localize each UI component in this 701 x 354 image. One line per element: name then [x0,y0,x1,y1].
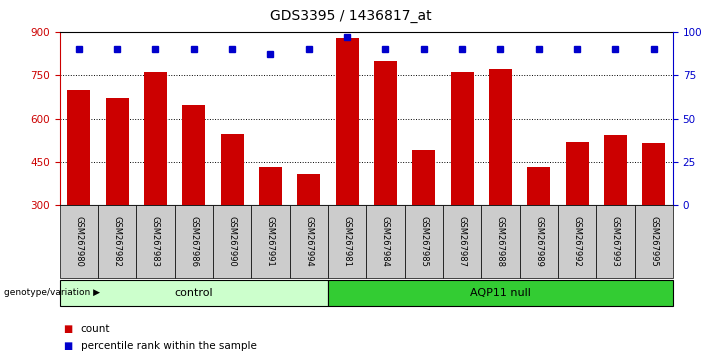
Bar [328,280,673,306]
Bar [328,205,366,278]
Bar [60,280,328,306]
Bar [527,167,550,205]
Text: GSM267980: GSM267980 [74,216,83,267]
Bar [604,135,627,205]
Bar [558,205,597,278]
Text: GSM267981: GSM267981 [343,216,352,267]
Text: GSM267983: GSM267983 [151,216,160,267]
Bar [451,72,474,205]
Text: GSM267995: GSM267995 [649,216,658,267]
Text: GSM267994: GSM267994 [304,216,313,267]
Bar [489,69,512,205]
Bar [136,205,175,278]
Text: GDS3395 / 1436817_at: GDS3395 / 1436817_at [270,9,431,23]
Bar [634,205,673,278]
Text: GSM267992: GSM267992 [573,216,582,267]
Bar [67,90,90,205]
Bar [597,205,634,278]
Bar [482,205,519,278]
Text: GSM267988: GSM267988 [496,216,505,267]
Text: GSM267985: GSM267985 [419,216,428,267]
Bar [60,205,98,278]
Text: GSM267989: GSM267989 [534,216,543,267]
Bar [251,205,290,278]
Bar [642,143,665,205]
Bar [221,135,244,205]
Text: ■: ■ [63,341,72,351]
Bar [259,167,282,205]
Bar [519,205,558,278]
Bar [182,105,205,205]
Text: control: control [175,288,213,298]
Bar [374,61,397,205]
Text: GSM267987: GSM267987 [458,216,467,267]
Text: GSM267986: GSM267986 [189,216,198,267]
Bar [336,38,359,205]
Bar [98,205,136,278]
Bar [175,205,213,278]
Text: count: count [81,324,110,333]
Bar [213,205,251,278]
Bar [366,205,404,278]
Text: GSM267991: GSM267991 [266,216,275,267]
Text: ■: ■ [63,324,72,333]
Bar [297,174,320,205]
Bar [404,205,443,278]
Text: percentile rank within the sample: percentile rank within the sample [81,341,257,351]
Bar [412,150,435,205]
Bar [443,205,482,278]
Bar [106,98,128,205]
Text: GSM267993: GSM267993 [611,216,620,267]
Bar [566,142,589,205]
Text: genotype/variation ▶: genotype/variation ▶ [4,289,100,297]
Bar [290,205,328,278]
Bar [144,72,167,205]
Text: GSM267982: GSM267982 [113,216,121,267]
Text: GSM267984: GSM267984 [381,216,390,267]
Text: GSM267990: GSM267990 [228,216,237,267]
Text: AQP11 null: AQP11 null [470,288,531,298]
